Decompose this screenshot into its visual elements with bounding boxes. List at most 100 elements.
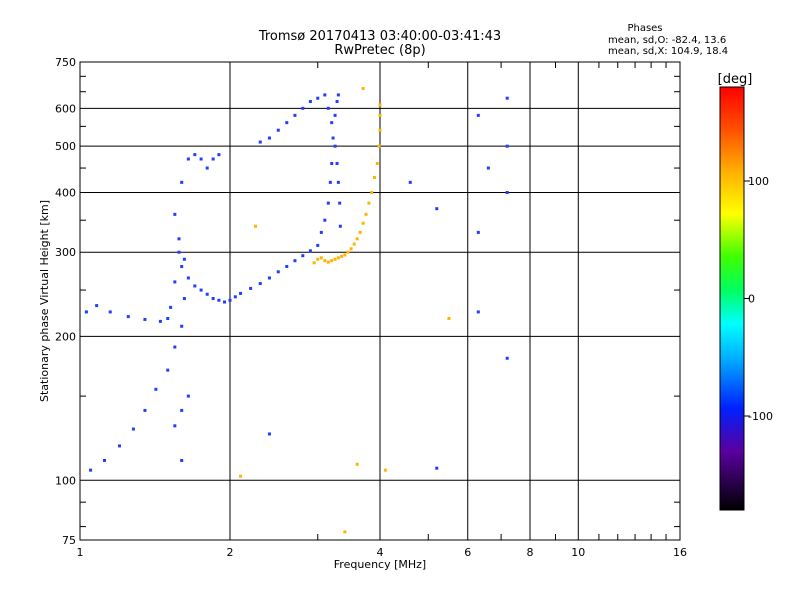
data-point-o <box>95 304 99 308</box>
data-point-o <box>193 284 197 288</box>
data-point-o <box>319 230 323 234</box>
data-point-o <box>333 144 337 148</box>
phases-legend-o: mean, sd,O: -82.4, 13.6 <box>608 35 726 46</box>
data-point-o <box>211 297 215 301</box>
data-point-x <box>343 530 347 534</box>
data-point-o <box>186 276 190 280</box>
grid <box>79 61 681 541</box>
data-point-o <box>505 190 509 194</box>
x-tick-label: 4 <box>377 546 384 559</box>
data-point-o <box>126 315 130 319</box>
data-point-x <box>319 256 323 260</box>
data-point-o <box>308 249 312 253</box>
data-point-o <box>182 297 186 301</box>
data-point-o <box>173 345 177 349</box>
data-point-x <box>355 237 359 241</box>
x-tick-label: 6 <box>464 546 471 559</box>
data-point-o <box>249 286 253 290</box>
colorbar-tick-label: 0 <box>748 293 755 306</box>
data-point-o <box>84 310 88 314</box>
data-point-o <box>335 100 339 104</box>
data-point-o <box>435 466 439 470</box>
data-point-o <box>293 259 297 263</box>
data-point-o <box>173 280 177 284</box>
data-point-o <box>89 468 93 472</box>
data-point-x <box>447 316 451 320</box>
data-point-o <box>154 387 158 391</box>
data-point-x <box>343 253 347 257</box>
data-point-o <box>335 161 339 165</box>
colorbar-ticks: 100 0 -100 <box>744 175 773 423</box>
data-point-o <box>505 356 509 360</box>
data-point-x <box>378 128 382 132</box>
data-point-o <box>180 324 184 328</box>
y-axis-label: Stationary phase Virtual Height [km] <box>38 200 51 402</box>
y-tick-label: 600 <box>55 102 76 115</box>
data-point-x <box>375 161 379 165</box>
data-point-o <box>199 157 203 161</box>
data-point-x <box>378 103 382 107</box>
data-point-o <box>338 201 342 205</box>
data-point-o <box>223 300 227 304</box>
data-point-x <box>364 212 368 216</box>
y-tick-label: 400 <box>55 186 76 199</box>
data-point-o <box>267 432 271 436</box>
data-point-o <box>301 106 305 110</box>
data-point-o <box>476 310 480 314</box>
colorbar-tick-label: -100 <box>748 410 773 423</box>
data-point-o <box>408 180 412 184</box>
data-point-x <box>370 190 374 194</box>
data-point-x <box>333 257 337 261</box>
data-point-o <box>166 368 170 372</box>
y-tick-labels: 75 100 200 300 400 500 600 750 <box>55 56 76 547</box>
data-point-o <box>108 310 112 314</box>
x-tick-label: 1 <box>77 546 84 559</box>
data-point-o <box>217 153 221 157</box>
data-point-x <box>239 474 243 478</box>
data-point-x <box>326 260 330 264</box>
chart-title: Tromsø 20170413 03:40:00-03:41:43 <box>258 29 501 44</box>
data-point-o <box>316 96 320 100</box>
data-point-o <box>267 276 271 280</box>
data-point-x <box>361 221 365 225</box>
data-point-o <box>205 166 209 170</box>
data-point-o <box>186 157 190 161</box>
data-point-o <box>169 305 173 309</box>
data-point-o <box>308 100 312 104</box>
data-point-x <box>355 462 359 466</box>
y-tick-label: 300 <box>55 246 76 259</box>
data-point-o <box>331 136 335 140</box>
data-point-o <box>486 166 490 170</box>
phases-legend-x: mean, sd,X: 104.9, 18.4 <box>608 46 728 57</box>
data-point-o <box>326 201 330 205</box>
data-point-o <box>330 121 334 125</box>
data-point-o <box>276 128 280 132</box>
x-tick-label: 2 <box>227 546 234 559</box>
chart-subtitle: RwPretec (8p) <box>334 43 425 58</box>
colorbar-label: [deg] <box>718 72 753 87</box>
colorbar-gradient <box>719 86 745 511</box>
data-point-o <box>177 237 181 241</box>
data-point-o <box>166 316 170 320</box>
data-point-o <box>143 408 147 412</box>
data-point-o <box>143 317 147 321</box>
data-point-o <box>228 298 232 302</box>
y-tick-label: 750 <box>55 56 76 69</box>
data-point-x <box>336 256 340 260</box>
colorbar-tick-label: 100 <box>748 175 769 188</box>
data-point-o <box>180 265 184 269</box>
data-point-o <box>505 96 509 100</box>
x-tick-label: 10 <box>571 546 585 559</box>
data-point-x <box>377 144 381 148</box>
y-tick-label: 200 <box>55 330 76 343</box>
data-point-o <box>211 157 215 161</box>
data-point-o <box>505 144 509 148</box>
data-point-o <box>316 243 320 247</box>
data-point-x <box>352 242 356 246</box>
data-points <box>84 87 509 534</box>
data-point-o <box>476 113 480 117</box>
data-point-o <box>117 444 121 448</box>
data-point-o <box>276 270 280 274</box>
data-point-o <box>205 292 209 296</box>
data-point-x <box>378 113 382 117</box>
